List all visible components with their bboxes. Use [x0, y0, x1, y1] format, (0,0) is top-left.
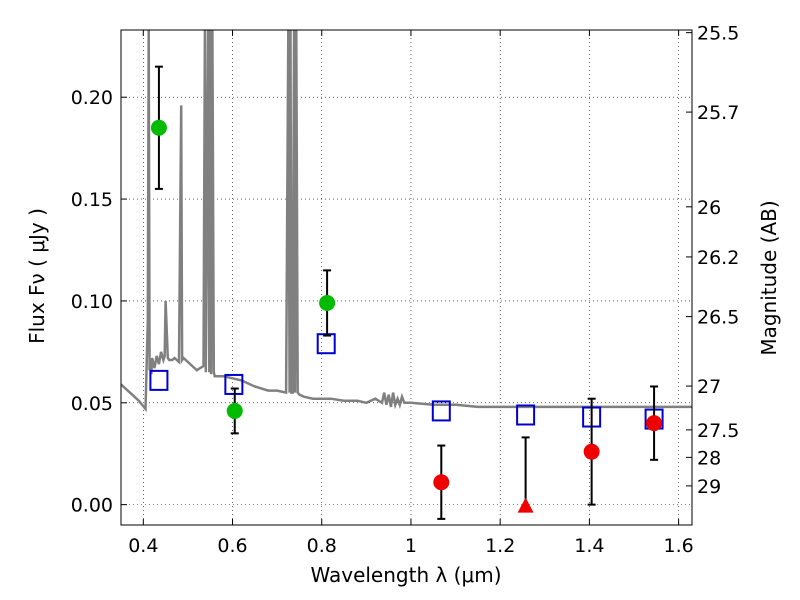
y-tick-label: 0.15 [71, 189, 113, 211]
x-tick-label: 0.6 [217, 535, 247, 557]
y2-tick-label: 25.7 [697, 102, 739, 124]
plot-area [121, 30, 692, 520]
y2-tick-label: 25.5 [697, 23, 739, 45]
x-axis-label: Wavelength λ (μm) [310, 563, 501, 587]
x-axis: 0.4 0.6 0.8 1 1.2 1.4 1.6 [128, 30, 694, 557]
y-tick-label: 0.20 [71, 87, 113, 109]
x-tick-label: 1 [405, 535, 417, 557]
y-tick-label: 0.00 [71, 495, 113, 517]
y2-tick-label: 28 [697, 447, 721, 469]
x-tick-label: 1.2 [485, 535, 515, 557]
y-axis-right: 25.5 25.7 26 26.2 26.5 27 27.5 28 29 [686, 23, 739, 498]
plot-frame [120, 29, 693, 526]
flux-point [150, 119, 167, 136]
y2-tick-label: 29 [697, 476, 721, 498]
y-tick-label: 0.10 [71, 291, 113, 313]
x-tick-label: 1.4 [574, 535, 604, 557]
y-axis-left: 0.00 0.05 0.10 0.15 0.20 [71, 87, 127, 517]
spectrum-line [121, 30, 692, 413]
x-tick-label: 0.4 [128, 535, 158, 557]
y2-axis-label: Magnitude (AB) [757, 200, 781, 355]
flux-point [646, 415, 663, 432]
flux-point [319, 294, 336, 311]
y2-tick-label: 26 [697, 197, 721, 219]
y-tick-label: 0.05 [71, 393, 113, 415]
flux-point [583, 443, 600, 460]
grid-lines [121, 30, 692, 525]
y2-tick-label: 27.5 [697, 420, 739, 442]
x-tick-label: 0.8 [307, 535, 337, 557]
y2-tick-label: 26.5 [697, 307, 739, 329]
model-square-point [516, 404, 536, 426]
x-tick-label: 1.6 [664, 535, 694, 557]
y2-tick-label: 27 [697, 376, 721, 398]
upper-limit-triangle [517, 497, 534, 513]
y2-tick-label: 26.2 [697, 247, 739, 269]
model-square-point [316, 333, 336, 355]
model-square-point [149, 369, 169, 391]
flux-point [226, 402, 243, 419]
flux-point [433, 474, 450, 491]
y-axis-label: Flux Fν ( μJy ) [25, 208, 49, 344]
model-square-point [431, 400, 451, 422]
